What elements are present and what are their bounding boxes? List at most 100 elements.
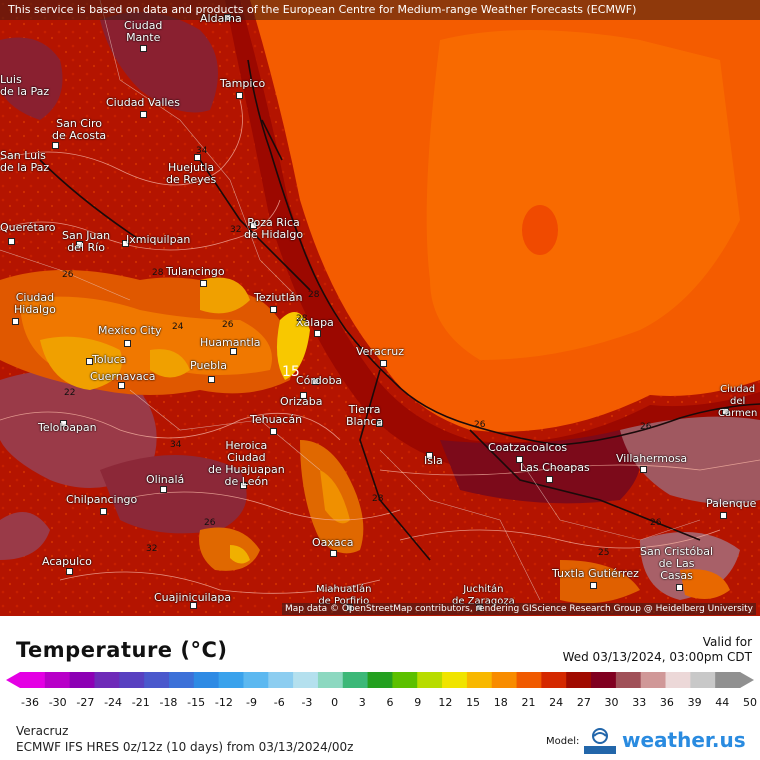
city-marker <box>76 241 83 248</box>
city-label[interactable]: Juchitán de Zaragoza <box>452 584 515 607</box>
city-label[interactable]: Cuernavaca <box>90 370 156 383</box>
valid-time: Wed 03/13/2024, 03:00pm CDT <box>562 650 752 664</box>
scale-swatch <box>94 672 120 688</box>
city-marker <box>376 420 383 427</box>
ecmwf-attribution: This service is based on data and produc… <box>0 0 760 20</box>
scale-swatch <box>144 672 170 688</box>
city-marker <box>270 306 277 313</box>
scale-swatch <box>193 672 220 688</box>
scale-right-arrow <box>740 672 754 688</box>
city-label[interactable]: Isla <box>424 454 443 467</box>
city-label[interactable]: Ixmiquilpan <box>126 233 191 246</box>
city-marker <box>230 348 237 355</box>
city-marker <box>140 45 147 52</box>
legend-title: Temperature (°C) <box>16 638 228 662</box>
contour-label: 28 <box>296 314 308 324</box>
city-label[interactable]: Las Choapas <box>520 461 590 474</box>
city-label[interactable]: Tierra Blanca <box>346 403 384 428</box>
city-label[interactable]: Palenque <box>706 497 757 510</box>
city-label[interactable]: Córdoba <box>296 374 343 387</box>
scale-swatch <box>293 672 319 688</box>
scale-tick-label: 44 <box>715 696 730 709</box>
city-label[interactable]: Tulancingo <box>166 265 225 278</box>
temperature-map[interactable]: This service is based on data and produc… <box>0 0 760 616</box>
city-marker <box>590 582 597 589</box>
contour-label: 34 <box>170 440 182 450</box>
scale-swatch <box>392 672 418 688</box>
scale-swatch <box>342 672 369 688</box>
city-label[interactable]: Tuxtla Gutiérrez <box>552 567 639 580</box>
city-label[interactable]: San Luis de la Paz <box>0 149 50 174</box>
city-label[interactable]: Tampico <box>220 77 266 90</box>
weather-us-logo[interactable]: weather.us <box>622 728 746 752</box>
contour-label: 22 <box>64 388 76 398</box>
scale-left-arrow <box>6 672 20 688</box>
scale-swatch <box>466 672 493 688</box>
city-marker <box>314 330 321 337</box>
city-label[interactable]: Heroica Ciudad de Huajuapan de León <box>208 439 285 488</box>
city-label[interactable]: Puebla <box>190 359 227 372</box>
contour-label: 32 <box>230 225 242 235</box>
city-label[interactable]: Miahuatlán de Porfirio <box>316 584 372 607</box>
contour-label: 28 <box>372 494 384 504</box>
city-label[interactable]: Poza Rica de Hidalgo <box>244 216 304 241</box>
city-label[interactable]: Toluca <box>92 353 127 366</box>
city-label[interactable]: Luis de la Paz <box>0 73 50 98</box>
city-marker <box>240 482 247 489</box>
city-marker <box>676 584 683 591</box>
scale-swatch <box>541 672 567 688</box>
city-label[interactable]: San Cristóbal de Las Casas <box>640 545 714 582</box>
scale-swatch <box>20 672 46 688</box>
city-marker <box>86 358 93 365</box>
scale-tick-label: 24 <box>549 696 564 709</box>
scale-swatch <box>417 672 443 688</box>
city-label[interactable]: Cuajinicuilapa <box>154 591 232 604</box>
city-label[interactable]: Teloloapan <box>38 421 97 434</box>
scale-swatch <box>715 672 741 688</box>
city-label[interactable]: Tehuacán <box>250 413 303 426</box>
city-label[interactable]: Ciudad Mante <box>124 19 163 44</box>
city-label[interactable]: Oaxaca <box>312 536 354 549</box>
city-label[interactable]: Coatzacoalcos <box>488 441 568 454</box>
city-marker <box>66 568 73 575</box>
city-marker <box>118 382 125 389</box>
city-marker <box>124 340 131 347</box>
scale-tick-label: -12 <box>214 696 233 709</box>
city-label[interactable]: Olinalá <box>146 473 185 486</box>
city-label[interactable]: San Juan del Río <box>62 229 111 254</box>
city-label[interactable]: San Ciro de Acosta <box>52 117 107 142</box>
city-label[interactable]: Mexico City <box>98 324 162 337</box>
scale-tick-label: 39 <box>687 696 702 709</box>
scale-tick-label: 12 <box>438 696 453 709</box>
scale-tick-label: 30 <box>604 696 619 709</box>
legend-panel: Temperature (°C) Valid for Wed 03/13/202… <box>0 616 760 760</box>
city-marker <box>236 92 243 99</box>
scale-tick-label: -21 <box>131 696 150 709</box>
city-label[interactable]: Querétaro <box>0 221 56 234</box>
scale-tick-label: -18 <box>159 696 178 709</box>
city-label[interactable]: Villahermosa <box>616 452 688 465</box>
city-label[interactable]: Ciudad Valles <box>106 96 180 109</box>
city-label[interactable]: Acapulco <box>42 555 92 568</box>
city-label[interactable]: Aldama <box>200 12 242 25</box>
city-label[interactable]: Huamantla <box>200 336 261 349</box>
city-label[interactable]: Huejutla de Reyes <box>166 161 217 186</box>
contour-label: 34 <box>196 146 208 156</box>
city-label[interactable]: Ciudad Hidalgo <box>14 291 56 316</box>
city-marker <box>250 222 257 229</box>
scale-swatch <box>516 672 542 688</box>
scale-swatch <box>168 672 195 688</box>
contour-label: 28 <box>152 268 164 278</box>
city-label[interactable]: Teziutlán <box>254 291 303 304</box>
scale-tick-label: 6 <box>386 696 394 709</box>
scale-swatch <box>317 672 344 688</box>
scale-tick-label: 27 <box>576 696 591 709</box>
city-label[interactable]: Chilpancingo <box>66 493 138 506</box>
city-label[interactable]: Orizaba <box>280 395 323 408</box>
contour-label: 26 <box>650 518 662 528</box>
city-marker <box>190 602 197 609</box>
city-label[interactable]: Xalapa <box>296 316 334 329</box>
city-marker <box>546 476 553 483</box>
city-label[interactable]: Ciudad del Carmen <box>718 384 758 419</box>
city-label[interactable]: Veracruz <box>356 345 405 358</box>
